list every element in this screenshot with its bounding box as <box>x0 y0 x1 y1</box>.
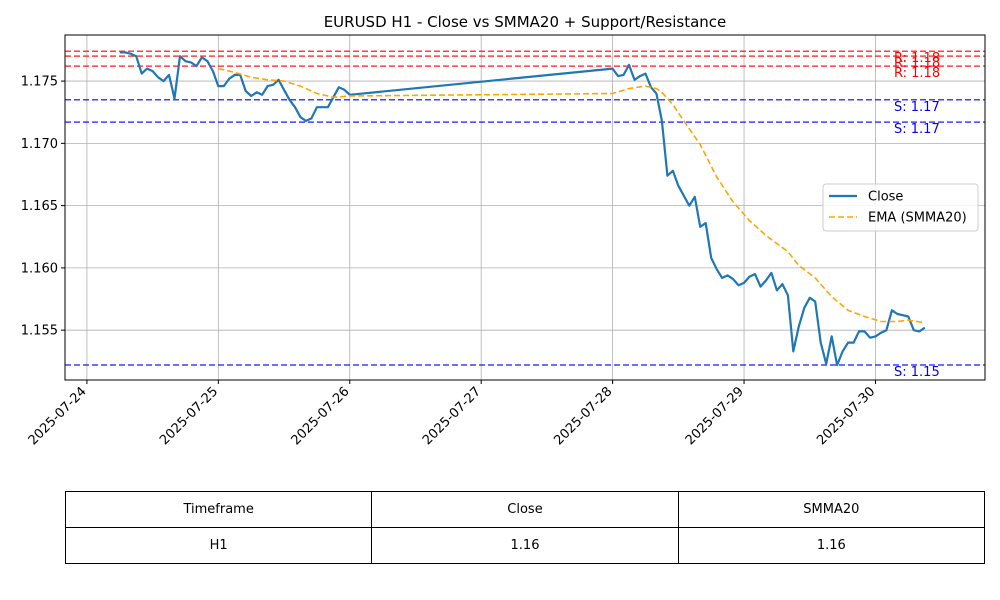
resistance-level-label: R: 1.18 <box>894 51 940 66</box>
legend-label: Close <box>868 190 903 205</box>
x-tick-label: 2025-07-30 <box>814 384 878 448</box>
chart: EURUSD H1 - Close vs SMMA20 + Support/Re… <box>21 13 986 449</box>
legend: Close EMA (SMMA20) <box>822 183 979 232</box>
chart-title: EURUSD H1 - Close vs SMMA20 + Support/Re… <box>324 13 727 31</box>
support-level-label: S: 1.17 <box>894 122 940 137</box>
x-tick-label: 2025-07-24 <box>26 384 90 448</box>
legend-box <box>822 183 979 232</box>
support-level-label: S: 1.15 <box>894 365 940 380</box>
table-header-row: Timeframe Close SMMA20 <box>64 491 986 528</box>
table-header-timeframe: Timeframe <box>64 491 373 528</box>
y-tick-label: 1.160 <box>21 261 58 276</box>
table-row: H1 1.16 1.16 <box>64 527 986 564</box>
y-tick-label: 1.175 <box>21 75 58 90</box>
support-level-label: S: 1.17 <box>894 100 940 115</box>
series-lines <box>119 51 926 367</box>
legend-label: EMA (SMMA20) <box>868 211 967 226</box>
x-tick-label: 2025-07-27 <box>420 384 484 448</box>
support-resistance-levels <box>65 50 985 366</box>
level-labels: R: 1.18R: 1.18R: 1.18 S: 1.17 S: 1.17 S: 1.… <box>894 51 940 380</box>
y-tick-label: 1.155 <box>21 324 58 339</box>
table-cell-close: 1.16 <box>371 527 679 564</box>
y-tick-label: 1.170 <box>21 137 58 152</box>
grid <box>65 35 985 380</box>
table-header-close: Close <box>371 491 679 528</box>
summary-table: Timeframe Close SMMA20 H1 1.16 1.16 <box>64 491 986 564</box>
table-cell-timeframe: H1 <box>64 527 373 564</box>
table-header-smma20: SMMA20 <box>677 491 986 528</box>
x-tick-label: 2025-07-26 <box>289 384 353 448</box>
plot-area-frame <box>64 34 986 381</box>
x-tick-label: 2025-07-28 <box>551 384 615 448</box>
ema-series-line <box>218 67 925 324</box>
x-tick-label: 2025-07-25 <box>157 384 221 448</box>
y-tick-label: 1.165 <box>21 199 58 214</box>
axes: 1.155 1.160 1.165 1.170 1.175 2025-07-24 2025-… <box>21 75 879 449</box>
resistance-level-label: R: 1.18 <box>894 56 940 71</box>
table-cell-smma20: 1.16 <box>677 527 986 564</box>
x-tick-label: 2025-07-29 <box>683 384 747 448</box>
resistance-level-label: R: 1.18 <box>894 66 940 81</box>
